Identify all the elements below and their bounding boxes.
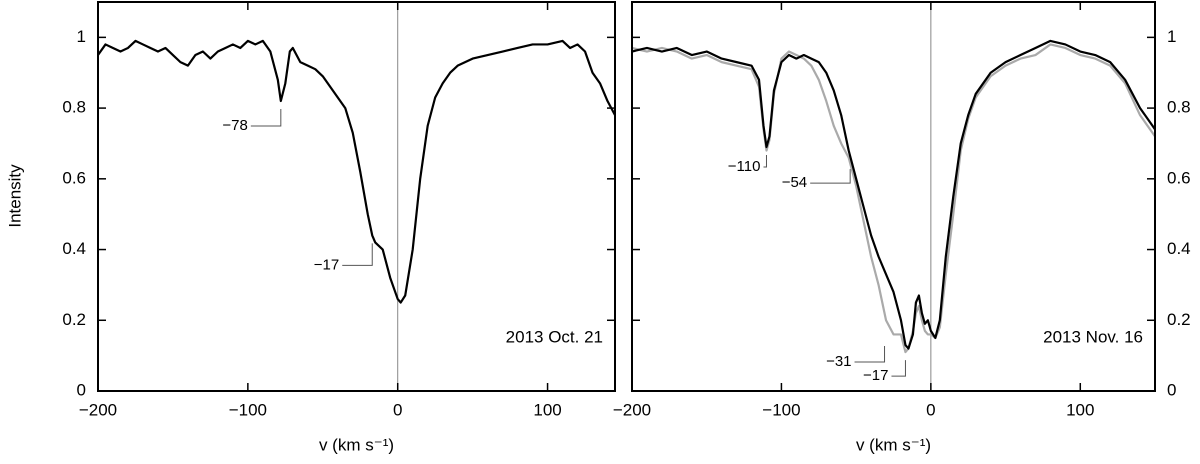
y-tick-label: 1 <box>77 27 86 46</box>
x-tick-label: 0 <box>393 400 402 419</box>
annotation-leader <box>250 109 282 127</box>
series-line <box>631 43 1156 354</box>
x-tick-label: 0 <box>926 400 935 419</box>
plot-frame <box>631 1 1156 392</box>
annotation: −17 <box>863 367 888 384</box>
x-tick-label: 100 <box>1066 400 1094 419</box>
x-tick-label: −200 <box>79 400 117 419</box>
annotation: −78 <box>222 117 247 134</box>
series-line <box>631 39 1156 350</box>
annotation-leader <box>854 345 886 363</box>
annotation-leader <box>810 169 851 184</box>
y-tick-label: 0 <box>1167 380 1176 399</box>
y-tick-label: 0.2 <box>1167 310 1191 329</box>
x-tick-label: −200 <box>613 400 651 419</box>
x-tick-label: −100 <box>229 400 267 419</box>
y-tick-label: 0.6 <box>1167 168 1191 187</box>
panel-title: 2013 Oct. 21 <box>506 327 603 346</box>
y-tick-label: 0.6 <box>62 168 86 187</box>
x-axis-label: v (km s⁻¹) <box>856 435 931 454</box>
y-tick-label: 0.4 <box>62 239 86 258</box>
annotation: −54 <box>782 174 807 191</box>
y-tick-label: 0.8 <box>1167 98 1191 117</box>
y-tick-label: 0.4 <box>1167 239 1191 258</box>
y-tick-label: 0.2 <box>62 310 86 329</box>
annotation-leader <box>891 360 906 377</box>
annotation-leader <box>763 154 767 168</box>
y-tick-label: 0.8 <box>62 98 86 117</box>
y-tick-label: 1 <box>1167 27 1176 46</box>
y-axis-label: Intensity <box>5 164 24 228</box>
x-tick-label: 100 <box>533 400 561 419</box>
annotation: −31 <box>826 353 851 370</box>
plot-frame <box>97 1 616 392</box>
x-axis-label: v (km s⁻¹) <box>319 435 394 454</box>
y-tick-label: 0 <box>77 380 86 399</box>
annotation: −17 <box>314 256 339 273</box>
annotation-leader <box>342 243 373 266</box>
annotation: −110 <box>728 158 761 175</box>
x-tick-label: −100 <box>762 400 800 419</box>
panel-title: 2013 Nov. 16 <box>1043 327 1143 346</box>
series-line <box>97 39 616 304</box>
